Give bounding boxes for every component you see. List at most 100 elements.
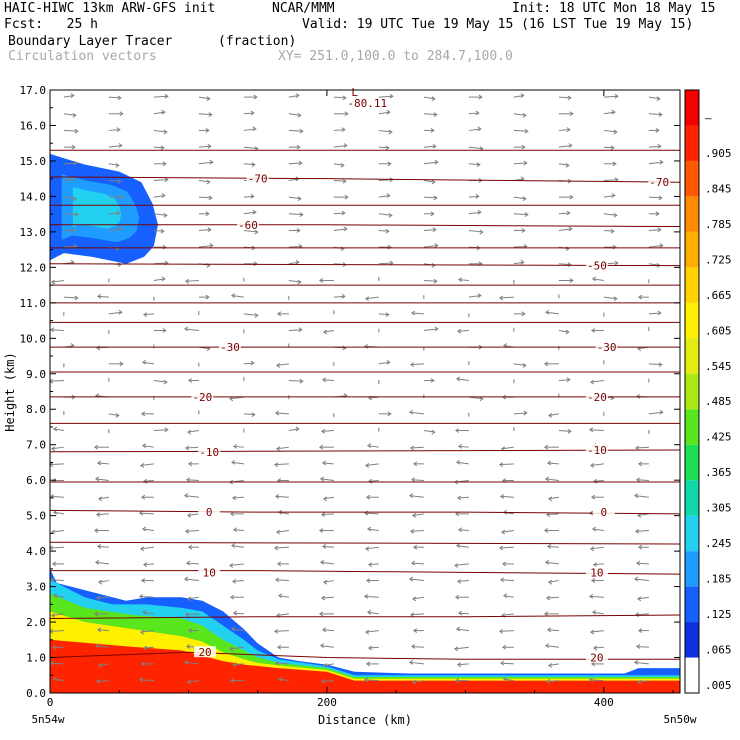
circulation-vector	[153, 328, 167, 333]
vector-shaft	[320, 478, 334, 482]
vector-shaft	[49, 380, 64, 382]
circulation-vector	[276, 644, 289, 650]
vector-head	[342, 345, 347, 351]
circulation-vector	[153, 109, 166, 115]
colorbar-swatch	[685, 409, 699, 445]
vector-shaft	[276, 446, 289, 450]
circulation-vector	[367, 562, 379, 568]
vector-shaft	[468, 396, 483, 400]
vector-shaft	[333, 295, 345, 298]
vector-shaft	[499, 630, 514, 632]
vector-head	[363, 594, 369, 599]
vector-head	[637, 294, 643, 300]
vector-shaft	[97, 462, 109, 465]
vector-head	[657, 310, 662, 316]
vector-shaft	[108, 145, 122, 148]
vector-shaft	[143, 313, 154, 316]
vector-head	[613, 212, 618, 218]
vector-head	[183, 576, 189, 582]
vector-head	[142, 562, 148, 568]
vector-head	[614, 260, 619, 266]
circulation-vector	[366, 609, 379, 615]
vector-head	[456, 578, 462, 584]
vector-shaft	[635, 446, 649, 449]
circulation-vector	[456, 578, 469, 584]
circulation-vector	[468, 94, 483, 100]
circulation-vector	[423, 128, 435, 133]
vector-head	[590, 494, 596, 500]
vector-head	[479, 229, 484, 235]
vector-shaft	[410, 446, 424, 449]
circulation-vector	[410, 644, 424, 649]
vector-shaft	[97, 629, 109, 632]
vector-head	[610, 228, 615, 234]
vector-head	[71, 228, 76, 233]
circulation-vector	[231, 578, 244, 584]
circulation-vector	[453, 646, 469, 652]
vector-head	[431, 179, 436, 185]
vector-head	[140, 411, 146, 417]
vector-shaft	[95, 645, 109, 648]
vector-shaft	[558, 329, 569, 333]
circulation-vector	[513, 112, 527, 118]
vector-head	[319, 476, 325, 482]
vector-shaft	[410, 613, 424, 616]
vector-shaft	[232, 496, 244, 499]
isotherm-line	[49, 541, 681, 545]
vector-head	[566, 127, 571, 133]
circulation-vector	[141, 526, 154, 532]
y-tick-label: 9.0	[26, 368, 46, 381]
vector-head	[161, 193, 166, 198]
circulation-vector	[139, 629, 154, 635]
circulation-vector	[635, 560, 649, 566]
vector-shaft	[63, 196, 76, 200]
model-title: HAIC-HIWC 13km ARW-GFS init	[4, 1, 216, 16]
vector-shaft	[590, 546, 604, 550]
y-tick-label: 2.0	[26, 616, 46, 629]
isotherm-label: -20	[192, 391, 212, 404]
circulation-vector	[333, 111, 349, 117]
vector-head	[73, 160, 78, 166]
circulation-vector	[544, 559, 559, 565]
vector-shaft	[423, 145, 436, 148]
vector-head	[229, 511, 235, 517]
circulation-vector	[97, 579, 109, 585]
circulation-vector	[513, 144, 526, 150]
circulation-vector	[648, 195, 663, 201]
vector-head	[208, 195, 213, 201]
vector-shaft	[275, 579, 289, 582]
vector-head	[412, 461, 418, 467]
circulation-vector	[276, 561, 289, 567]
circulation-vector	[603, 212, 618, 218]
isotherm-label-bg	[595, 341, 618, 353]
vector-head	[522, 196, 527, 202]
vector-head	[430, 211, 435, 217]
vector-head	[545, 678, 551, 684]
vector-head	[547, 663, 553, 668]
vector-head	[118, 309, 123, 315]
vector-shaft	[378, 229, 389, 232]
vector-head	[411, 596, 417, 602]
vector-head	[588, 427, 594, 433]
vector-head	[408, 493, 414, 499]
circulation-vector	[108, 178, 122, 184]
isotherm-label-bg	[198, 566, 221, 578]
vector-head	[94, 476, 100, 482]
vector-head	[299, 212, 304, 218]
vector-head	[655, 211, 660, 217]
circulation-vector	[603, 193, 616, 198]
circulation-vector	[108, 413, 120, 418]
circulation-vector	[589, 629, 604, 635]
vector-head	[408, 409, 414, 415]
circulation-vector	[636, 679, 649, 685]
vector-head	[569, 194, 574, 200]
circulation-vector	[468, 229, 484, 235]
vector-shaft	[468, 211, 481, 215]
circulation-vector	[411, 679, 424, 685]
colorbar-swatch	[685, 231, 699, 268]
vector-shaft	[635, 613, 649, 616]
circulation-vector	[108, 309, 123, 315]
vector-head	[162, 161, 167, 167]
circulation-vector	[410, 560, 424, 566]
vector-shaft	[365, 630, 379, 633]
